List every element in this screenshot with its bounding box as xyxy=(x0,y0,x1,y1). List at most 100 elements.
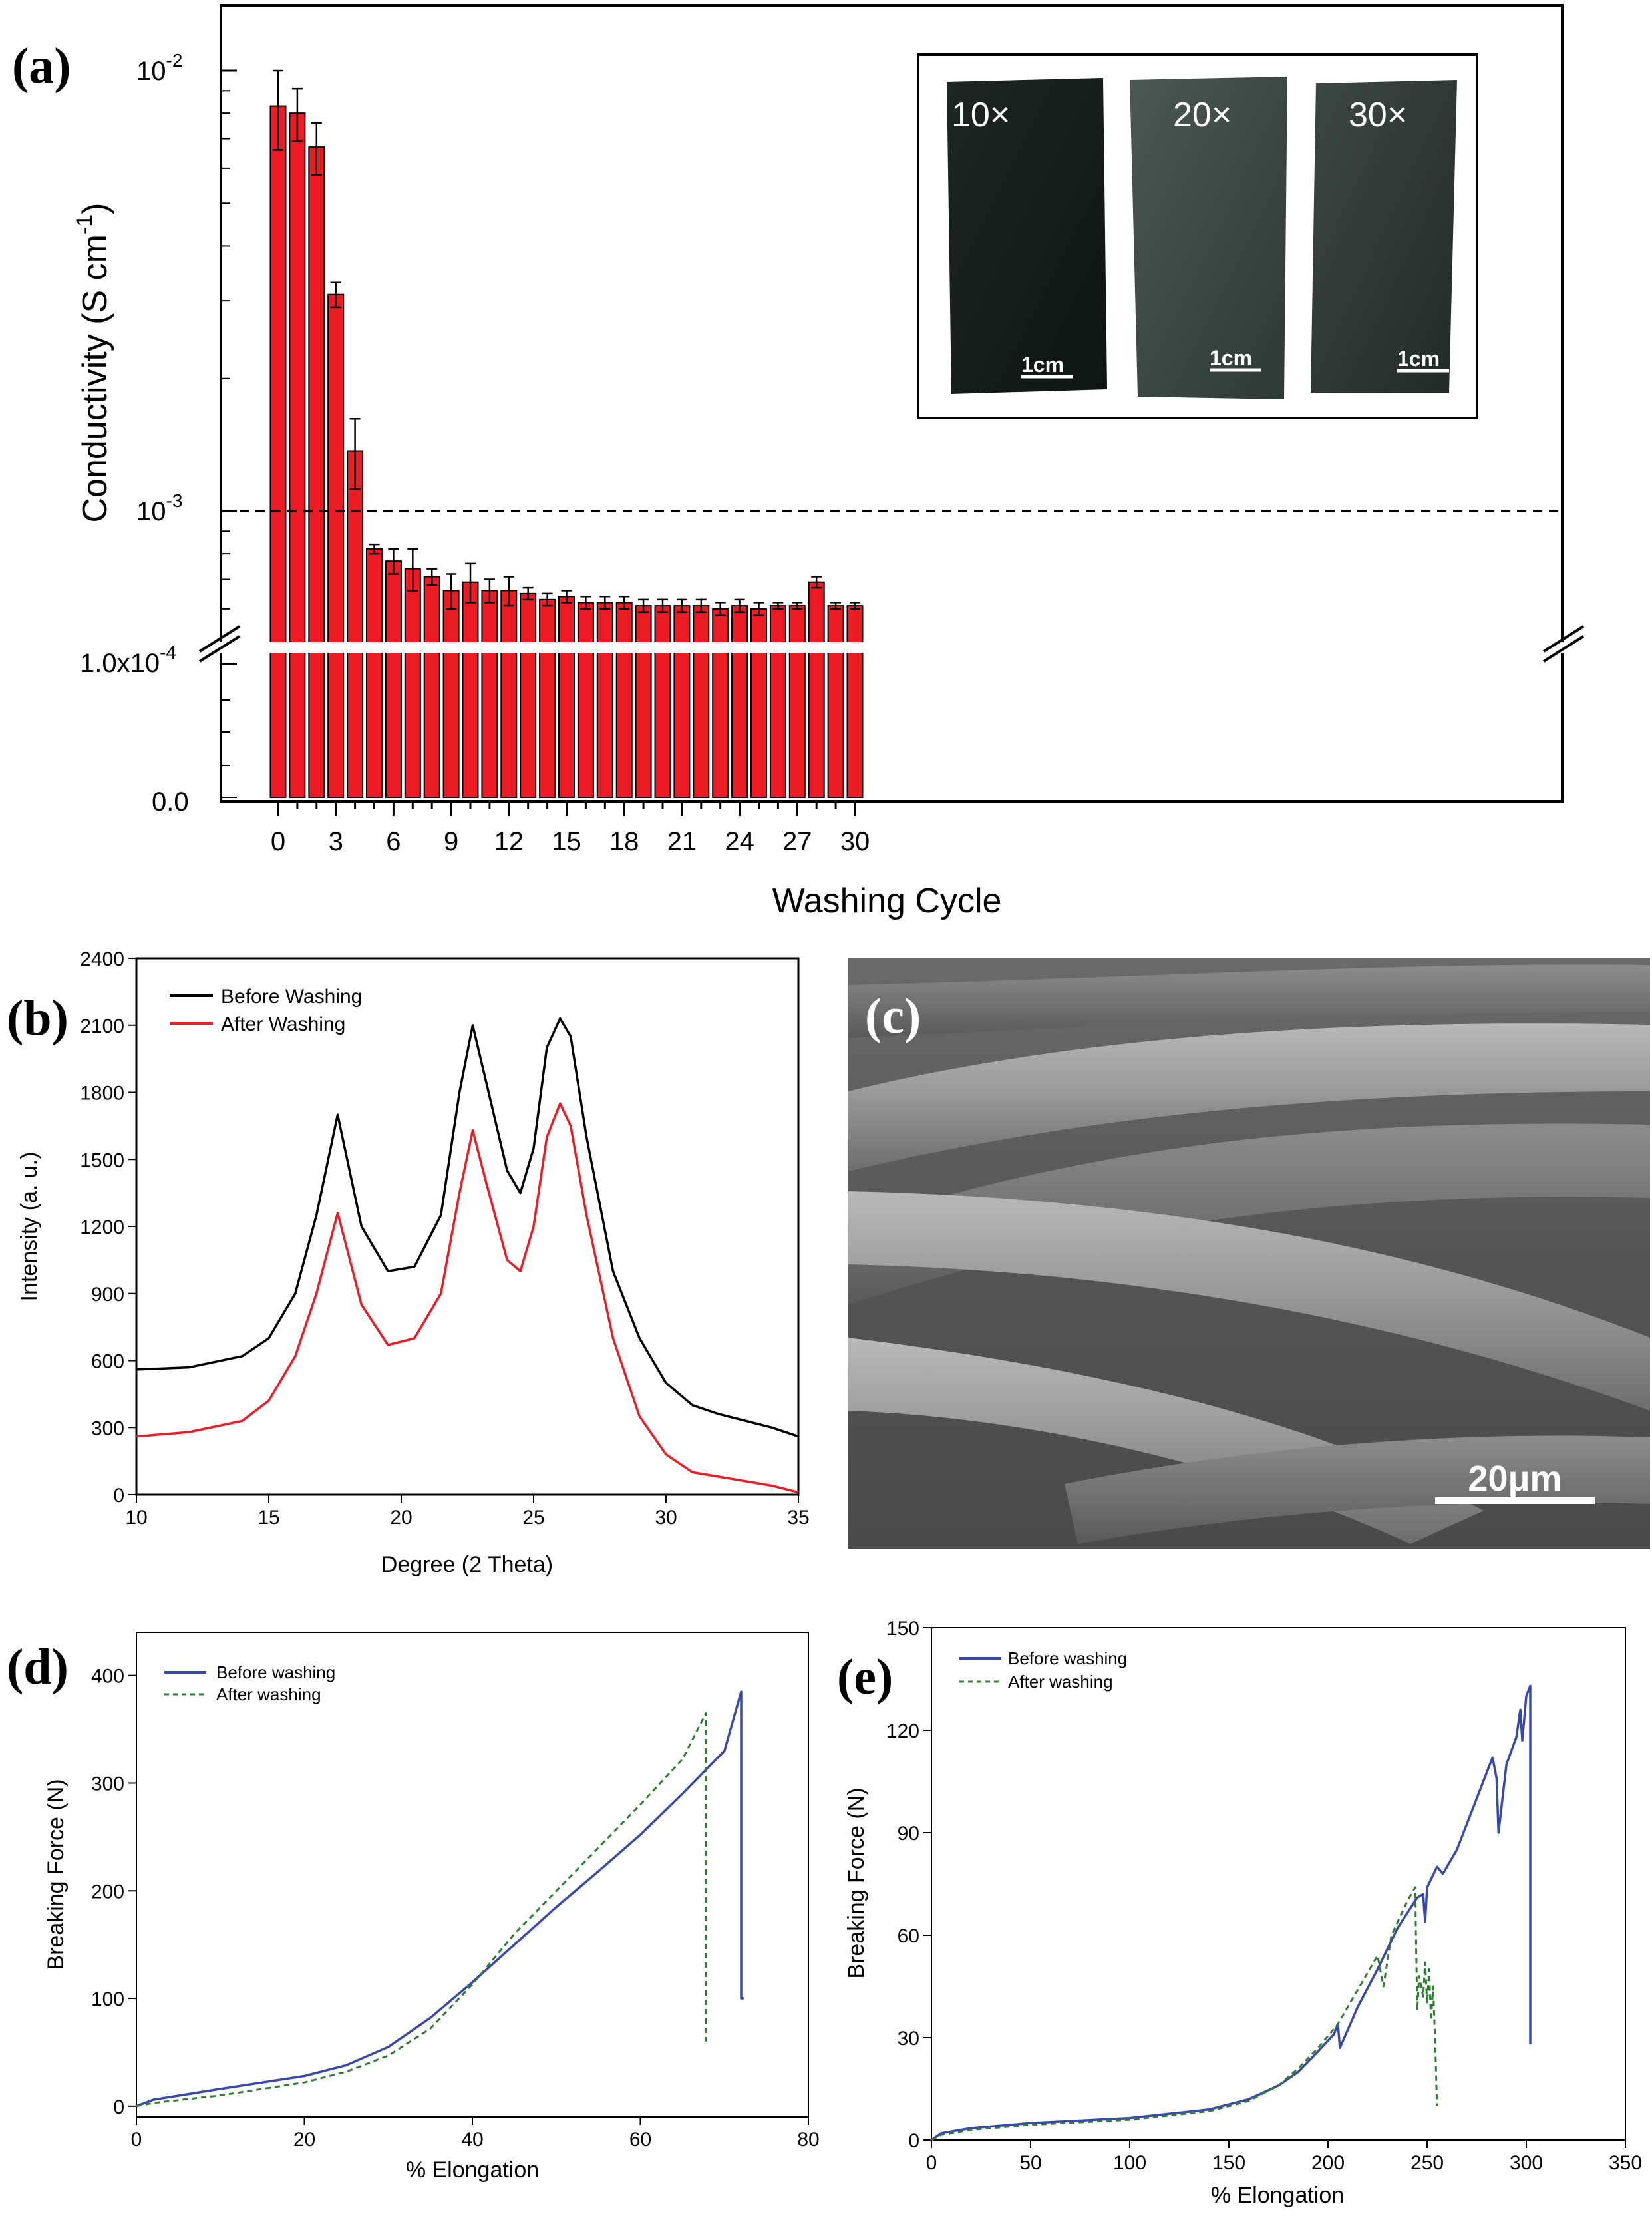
series-line-d-before-washing xyxy=(136,1690,744,2108)
ytick-label-d-300: 300 xyxy=(91,1773,124,1795)
xtick-label-e-300: 300 xyxy=(1510,2152,1543,2174)
xtick-label-d-80: 80 xyxy=(797,2129,819,2151)
bar-cycle-25 xyxy=(750,608,767,799)
panel-a-ticks xyxy=(221,69,856,816)
ytick-label-b-900: 900 xyxy=(91,1284,124,1306)
ytick-label-b-300: 300 xyxy=(91,1417,124,1439)
sem-fiber-2 xyxy=(848,1123,1650,1304)
inset-scale-20x: 1cm xyxy=(1210,346,1252,370)
panel-a-frame xyxy=(220,4,1564,803)
panel-b-legend: Before Washing After Washing xyxy=(170,986,362,1035)
panel-d-ylabel: Breaking Force (N) xyxy=(43,1779,69,1970)
panel-d-xlabel: % Elongation xyxy=(406,2157,539,2183)
xtick-label-a-0: 0 xyxy=(271,827,285,856)
sem-fiber-6 xyxy=(848,964,1650,1038)
bar-cycle-12 xyxy=(500,590,518,798)
panel-b-frame xyxy=(135,957,800,1496)
ytick-upper-1: 10-3 xyxy=(136,490,182,526)
bar-cycle-17 xyxy=(596,602,613,798)
sem-fiber-3 xyxy=(848,1191,1650,1411)
ytick-lower-1: 0.0 xyxy=(152,787,189,817)
series-line-b-after-washing xyxy=(136,1102,799,1494)
bar-cycle-23 xyxy=(712,608,729,799)
panel-d-plot: 0 20 40 60 80 0 100 200 300 400 xyxy=(91,1666,820,2151)
sem-scalebar xyxy=(1435,1497,1595,1504)
panel-b-plot: 10 15 20 25 30 35 0 300 600 900 1200 1500 1800 2100 24… xyxy=(80,948,809,1529)
xtick-label-e-0: 0 xyxy=(926,2152,937,2174)
bar-cycle-21 xyxy=(673,605,691,798)
xtick-label-b-20: 20 xyxy=(390,1507,412,1529)
legend-label-after: After Washing xyxy=(221,1014,345,1035)
xtick-label-e-50: 50 xyxy=(1019,2152,1041,2174)
bar-cycle-5 xyxy=(366,548,383,798)
inset-label-20x: 20× xyxy=(1173,96,1232,134)
ytick-label-b-1500: 1500 xyxy=(80,1149,124,1171)
panel-a-xtick-labels: 0 3 6 9 12 15 18 21 24 27 30 xyxy=(271,827,870,856)
bar-cycle-4 xyxy=(347,450,364,798)
panel-b-chart: 10 15 20 25 30 35 0 300 600 900 1200 1500 1800 2100 24… xyxy=(17,948,810,1577)
ytick-label-e-90: 90 xyxy=(898,1823,919,1845)
sem-fiber-1 xyxy=(848,1023,1650,1171)
legend-label-before-washing-e: Before washing xyxy=(1008,1648,1127,1668)
panel-a-chart: 10-2 10-3 1.0x10-4 0.0 0 3 6 9 12 15 18 21 24 27 3… xyxy=(72,4,1597,920)
ytick-label-e-30: 30 xyxy=(898,2028,919,2050)
xtick-label-a-15: 15 xyxy=(552,827,581,856)
bar-cycle-26 xyxy=(769,605,786,798)
panel-e-label: (e) xyxy=(837,1649,893,1705)
xtick-label-b-10: 10 xyxy=(125,1507,147,1529)
legend-label-after-washing-d: After washing xyxy=(216,1684,321,1704)
bar-cycle-27 xyxy=(788,605,806,798)
bar-cycle-10 xyxy=(462,581,479,798)
bar-cycle-29 xyxy=(827,605,844,798)
series-line-e-after-washing xyxy=(931,1886,1438,2141)
panel-e-chart: 0 50 100 150 200 250 300 350 0 30 60 90 120 150 Befor… xyxy=(844,1618,1642,2208)
xtick-label-a-9: 9 xyxy=(444,827,458,856)
series-line-d-after-washing xyxy=(136,1712,707,2108)
bar-cycle-20 xyxy=(654,605,671,798)
axis-break-mark-right-bottom xyxy=(1542,635,1585,663)
series-line-b-before-washing xyxy=(136,1017,799,1438)
sem-image: (c) 20μm xyxy=(848,958,1650,1549)
bar-cycle-6 xyxy=(385,560,402,798)
panel-e-plot: 0 50 100 150 200 250 300 350 0 30 60 90 120 150 xyxy=(886,1618,1642,2174)
sem-fiber-5 xyxy=(1065,1435,1650,1544)
fabric-sample-30x xyxy=(1311,80,1457,393)
panel-e-frame xyxy=(931,1627,1626,2141)
ytick-lower-0: 1.0x10-4 xyxy=(80,642,176,678)
xtick-label-b-35: 35 xyxy=(787,1507,809,1529)
bar-cycle-24 xyxy=(731,605,748,798)
panel-e-legend: Before washing After washing xyxy=(959,1648,1127,1692)
panel-b-label: (b) xyxy=(7,990,69,1046)
ytick-label-b-2400: 2400 xyxy=(80,948,124,970)
xtick-label-e-200: 200 xyxy=(1311,2152,1345,2174)
axis-break-mark-left-bottom xyxy=(198,635,241,663)
ytick-label-e-150: 150 xyxy=(886,1618,919,1640)
legend-label-before-washing-d: Before washing xyxy=(216,1662,335,1682)
xtick-label-e-150: 150 xyxy=(1212,2152,1245,2174)
panel-a-ylabel: Conductivity (S cm-1) xyxy=(72,202,114,522)
xtick-label-a-30: 30 xyxy=(840,827,870,856)
ytick-label-d-0: 0 xyxy=(113,2096,124,2118)
panel-b-ylabel: Intensity (a. u.) xyxy=(17,1152,42,1302)
bar-cycle-28 xyxy=(808,581,825,798)
panel-d-frame xyxy=(136,1632,809,2118)
ytick-label-d-100: 100 xyxy=(91,1988,124,2010)
bar-cycle-3 xyxy=(327,293,345,798)
ytick-label-e-120: 120 xyxy=(886,1720,919,1742)
panel-d-legend: Before washing After washing xyxy=(164,1662,335,1704)
bar-cycle-13 xyxy=(520,592,537,799)
xtick-label-a-21: 21 xyxy=(667,827,697,856)
bar-cycle-14 xyxy=(539,598,556,798)
xtick-label-a-18: 18 xyxy=(609,827,639,856)
axis-break-gap xyxy=(200,642,1597,653)
inset-scale-30x: 1cm xyxy=(1397,347,1440,371)
ytick-label-e-60: 60 xyxy=(898,1925,919,1947)
ytick-label-d-400: 400 xyxy=(91,1666,124,1688)
xtick-label-e-250: 250 xyxy=(1410,2152,1444,2174)
bar-cycle-11 xyxy=(481,590,498,798)
inset-label-30x: 30× xyxy=(1349,96,1407,134)
ytick-label-b-1200: 1200 xyxy=(80,1216,124,1238)
xtick-label-a-27: 27 xyxy=(782,827,812,856)
bar-cycle-1 xyxy=(289,112,306,799)
